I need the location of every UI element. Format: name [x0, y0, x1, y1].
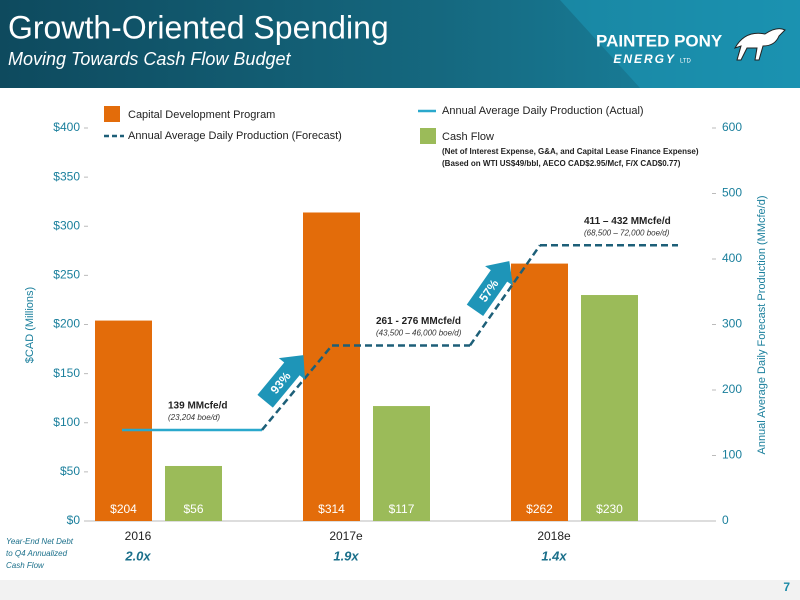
footnote-value: 1.4x [541, 548, 567, 563]
y2-tick-label: 300 [722, 317, 742, 331]
annotation: 261 - 276 MMcfe/d [376, 316, 461, 327]
value-label: $204 [110, 502, 137, 516]
y2-tick-label: 0 [722, 513, 729, 527]
y-tick-label: $350 [53, 169, 80, 183]
footer-band [0, 580, 800, 600]
y2-axis-title: Annual Average Daily Forecast Production… [756, 195, 768, 454]
footnote-text: Year-End Net Debt [6, 537, 74, 546]
y-tick-label: $200 [53, 317, 80, 331]
legend-swatch [420, 128, 436, 144]
bar [511, 263, 568, 521]
value-label: $56 [183, 502, 203, 516]
logo-ltd: LTD [680, 59, 692, 65]
y-tick-label: $300 [53, 218, 80, 232]
bar [95, 320, 152, 521]
footnote-text: to Q4 Annualized [6, 549, 68, 558]
y-axis-title: $CAD (Millions) [24, 287, 36, 363]
y-tick-label: $400 [53, 120, 80, 134]
x-tick-label: 2017e [329, 529, 363, 543]
y2-tick-label: 200 [722, 382, 742, 396]
legend-label: Cash Flow [442, 131, 494, 143]
title: Growth-Oriented Spending [8, 9, 389, 45]
value-label: $230 [596, 502, 623, 516]
annotation-sub: (68,500 – 72,000 boe/d) [584, 228, 670, 237]
page-number: 7 [783, 580, 790, 594]
legend-label: Annual Average Daily Production (Actual) [442, 105, 644, 117]
value-label: $117 [389, 502, 415, 516]
annotation: 411 – 432 MMcfe/d [584, 216, 671, 227]
footnote-value: 2.0x [124, 548, 151, 563]
y-tick-label: $0 [67, 513, 81, 527]
legend-label: Annual Average Daily Production (Forecas… [128, 130, 342, 142]
value-label: $262 [526, 502, 553, 516]
value-label: $314 [318, 502, 345, 516]
subtitle: Moving Towards Cash Flow Budget [8, 49, 291, 69]
logo-horse [733, 28, 786, 61]
growth-arrow-shape [257, 355, 306, 408]
legend-label: Capital Development Program [128, 109, 275, 121]
y-tick-label: $150 [53, 366, 80, 380]
logo-subtext: ENERGY [613, 52, 676, 66]
forecast-ramp [261, 344, 333, 431]
legend-note: (Based on WTI US$49/bbl, AECO CAD$2.95/M… [442, 159, 681, 168]
legend-note: (Net of Interest Expense, G&A, and Capit… [442, 147, 699, 156]
forecast-ramp [468, 244, 542, 347]
legend-swatch [104, 106, 120, 122]
footnote-text: Cash Flow [6, 561, 45, 570]
growth-arrow-shape [466, 261, 513, 317]
logo-text: PAINTED PONY [596, 31, 723, 50]
y-tick-label: $100 [53, 415, 80, 429]
annotation: 139 MMcfe/d [168, 401, 227, 412]
bar [303, 212, 360, 521]
bar [165, 465, 222, 521]
y2-tick-label: 100 [722, 448, 742, 462]
annotation-sub: (43,500 – 46,000 boe/d) [376, 329, 462, 338]
bar [373, 406, 430, 521]
bar [581, 295, 638, 521]
y2-tick-label: 500 [722, 186, 742, 200]
x-tick-label: 2016 [125, 529, 152, 543]
annotation-sub: (23,204 boe/d) [168, 413, 220, 422]
y2-tick-label: 600 [722, 120, 742, 134]
y-tick-label: $250 [53, 268, 80, 282]
x-tick-label: 2018e [537, 529, 571, 543]
header-accent [560, 0, 800, 88]
footnote-value: 1.9x [333, 548, 359, 563]
y2-tick-label: 400 [722, 251, 742, 265]
y-tick-label: $50 [60, 464, 80, 478]
